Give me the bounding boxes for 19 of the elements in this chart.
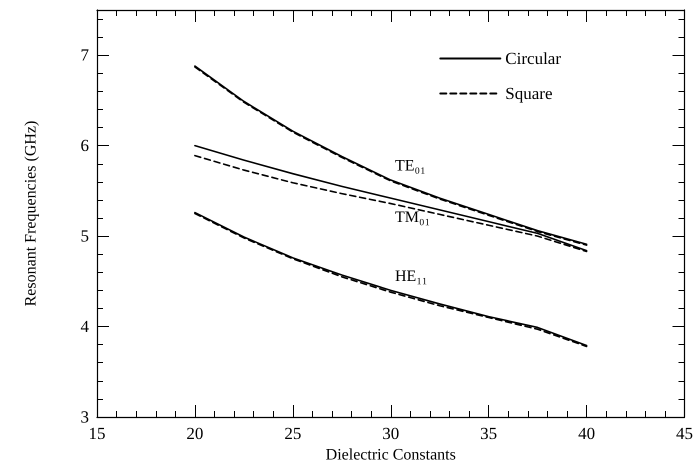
legend-label: Square <box>505 84 553 103</box>
y-tick-label: 4 <box>80 317 90 336</box>
x-tick-label: 30 <box>382 424 400 443</box>
x-tick-label: 25 <box>284 424 302 443</box>
x-tick-label: 15 <box>88 424 106 443</box>
x-tick-label: 20 <box>186 424 204 443</box>
y-axis-title: Resonant Frequencies (GHz) <box>22 120 40 306</box>
y-tick-label: 7 <box>80 46 90 65</box>
annotation: HE₁₁ <box>395 268 428 285</box>
y-tick-label: 6 <box>80 136 89 156</box>
y-tick-label: 5 <box>80 226 89 246</box>
annotation: TE₀₁ <box>395 158 426 175</box>
x-tick-label: 40 <box>578 424 596 443</box>
annotation: TM₀₁ <box>395 209 430 226</box>
x-axis-title: Dielectric Constants <box>326 446 456 464</box>
legend-label: Circular <box>505 49 562 68</box>
x-tick-label: 35 <box>480 424 498 443</box>
x-tick-label: 45 <box>676 424 693 443</box>
y-tick-label: 3 <box>80 408 89 426</box>
